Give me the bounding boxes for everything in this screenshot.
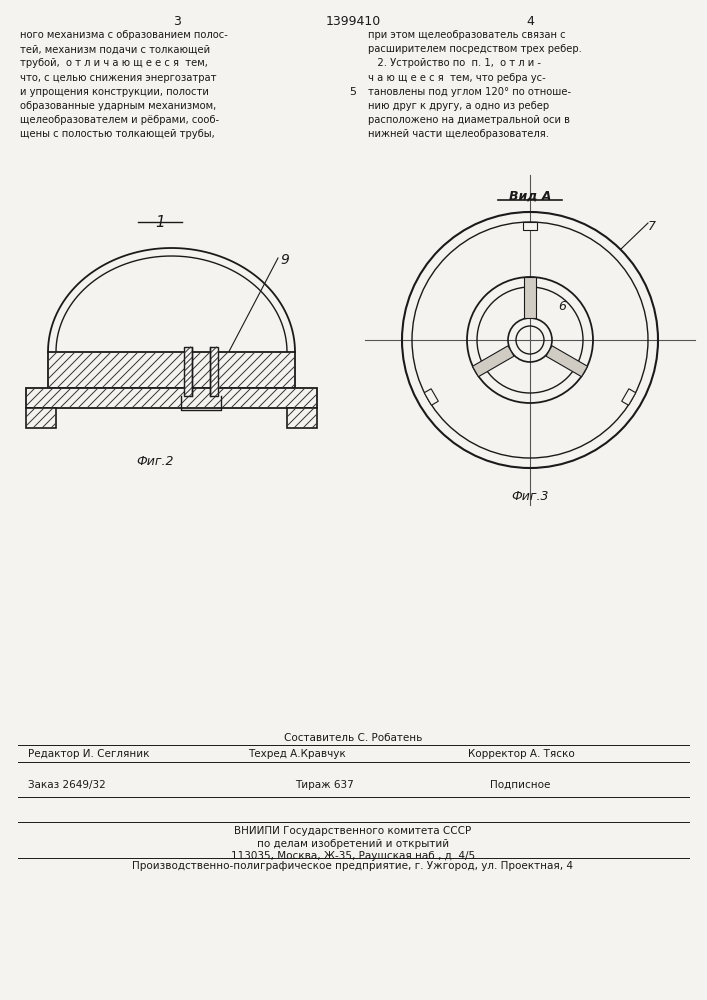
Bar xyxy=(26,408,56,428)
Text: Фиг.3: Фиг.3 xyxy=(511,490,549,503)
Text: 1: 1 xyxy=(155,215,165,230)
Polygon shape xyxy=(621,389,636,405)
Text: 9: 9 xyxy=(280,253,289,267)
Text: 3: 3 xyxy=(173,15,181,28)
Text: Заказ 2649/32: Заказ 2649/32 xyxy=(28,780,106,790)
Bar xyxy=(211,347,218,396)
Text: тей, механизм подачи с толкающей: тей, механизм подачи с толкающей xyxy=(20,44,210,54)
Text: 6: 6 xyxy=(558,300,566,313)
Text: Редактор И. Сегляник: Редактор И. Сегляник xyxy=(28,749,149,759)
Text: Подписное: Подписное xyxy=(490,780,550,790)
Text: ВНИИПИ Государственного комитета СССР: ВНИИПИ Государственного комитета СССР xyxy=(235,826,472,836)
Text: Тираж 637: Тираж 637 xyxy=(295,780,354,790)
Text: расширителем посредством трех ребер.: расширителем посредством трех ребер. xyxy=(368,44,582,54)
Text: 113035, Москва, Ж-35, Раушская наб., д. 4/5: 113035, Москва, Ж-35, Раушская наб., д. … xyxy=(231,851,475,861)
Text: 4: 4 xyxy=(526,15,534,28)
Text: нижней части щелеобразователя.: нижней части щелеобразователя. xyxy=(368,129,549,139)
Text: 5: 5 xyxy=(349,87,356,97)
Text: Составитель С. Робатень: Составитель С. Робатень xyxy=(284,733,422,743)
Text: нию друг к другу, а одно из ребер: нию друг к другу, а одно из ребер xyxy=(368,101,549,111)
Bar xyxy=(26,388,317,408)
Text: Фиг.2: Фиг.2 xyxy=(136,455,174,468)
Polygon shape xyxy=(472,346,514,377)
Text: Техред А.Кравчук: Техред А.Кравчук xyxy=(248,749,346,759)
Text: 2. Устройство по  п. 1,  о т л и -: 2. Устройство по п. 1, о т л и - xyxy=(368,58,541,68)
Polygon shape xyxy=(524,277,536,318)
Text: трубой,  о т л и ч а ю щ е е с я  тем,: трубой, о т л и ч а ю щ е е с я тем, xyxy=(20,58,208,68)
Text: Корректор А. Тяско: Корректор А. Тяско xyxy=(468,749,575,759)
Text: по делам изобретений и открытий: по делам изобретений и открытий xyxy=(257,839,449,849)
Text: что, с целью снижения энергозатрат: что, с целью снижения энергозатрат xyxy=(20,73,216,83)
Text: щены с полостью толкающей трубы,: щены с полостью толкающей трубы, xyxy=(20,129,215,139)
Text: образованные ударным механизмом,: образованные ударным механизмом, xyxy=(20,101,216,111)
Text: Вид А: Вид А xyxy=(509,190,551,203)
Text: ного механизма с образованием полос-: ного механизма с образованием полос- xyxy=(20,30,228,40)
Text: и упрощения конструкции, полости: и упрощения конструкции, полости xyxy=(20,87,209,97)
Text: щелеобразователем и рёбрами, сооб-: щелеобразователем и рёбрами, сооб- xyxy=(20,115,219,125)
Text: ч а ю щ е е с я  тем, что ребра ус-: ч а ю щ е е с я тем, что ребра ус- xyxy=(368,73,546,83)
Text: тановлены под углом 120° по отноше-: тановлены под углом 120° по отноше- xyxy=(368,87,571,97)
Text: Производственно-полиграфическое предприятие, г. Ужгород, ул. Проектная, 4: Производственно-полиграфическое предприя… xyxy=(132,861,573,871)
Bar xyxy=(48,352,295,388)
Polygon shape xyxy=(522,222,537,230)
Bar xyxy=(185,347,192,396)
Text: 1399410: 1399410 xyxy=(325,15,380,28)
Polygon shape xyxy=(546,346,588,377)
Polygon shape xyxy=(424,389,438,405)
Text: при этом щелеобразователь связан с: при этом щелеобразователь связан с xyxy=(368,30,566,40)
Bar xyxy=(287,408,317,428)
Text: 7: 7 xyxy=(648,220,656,233)
Text: расположено на диаметральной оси в: расположено на диаметральной оси в xyxy=(368,115,570,125)
